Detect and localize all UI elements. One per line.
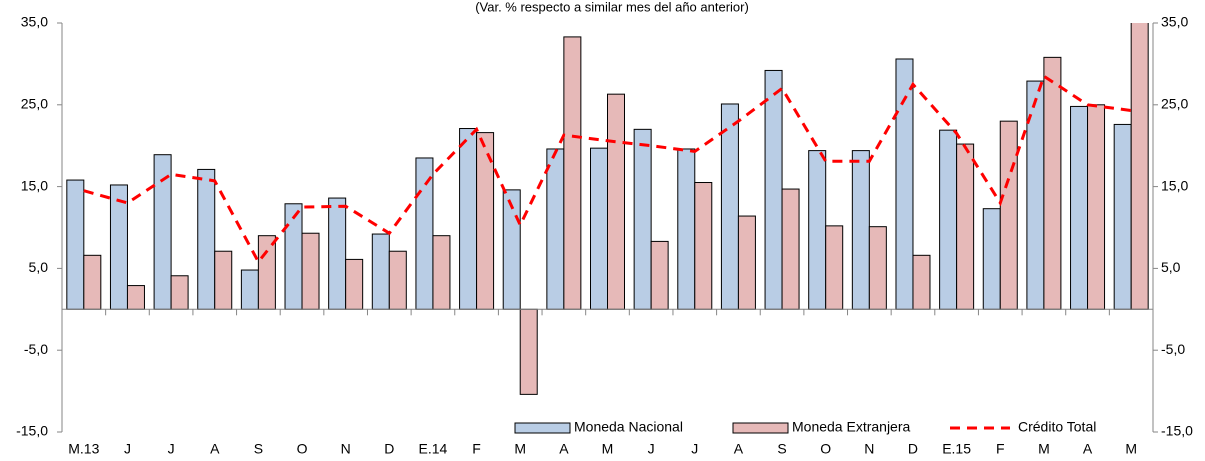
y2-tick-label: 5,0 <box>1161 259 1181 275</box>
y-tick-label: 15,0 <box>21 177 48 193</box>
bar <box>66 179 85 310</box>
bar <box>546 148 565 310</box>
line <box>83 73 1132 265</box>
x-tick-label: N <box>341 441 351 457</box>
bar <box>519 308 538 395</box>
x-tick-label: E.14 <box>419 441 448 457</box>
bar <box>301 232 320 310</box>
x-tick-label: M <box>602 441 614 457</box>
x-tick-label: A <box>559 441 569 457</box>
bar <box>694 182 713 310</box>
x-tick-label: N <box>864 441 874 457</box>
bar <box>825 225 844 310</box>
y2-tick-label: 25,0 <box>1161 96 1188 112</box>
x-tick-label: J <box>168 441 175 457</box>
bar <box>982 208 1001 310</box>
bar <box>1070 105 1089 310</box>
x-tick-label: M.13 <box>68 441 99 457</box>
legend-label: Moneda Extranjera <box>792 419 911 435</box>
x-tick-label: A <box>734 441 744 457</box>
legend-label: Crédito Total <box>1018 419 1096 435</box>
y2-tick-label: -15,0 <box>1161 423 1193 439</box>
bar <box>720 103 739 310</box>
x-tick-label: E.15 <box>942 441 971 457</box>
bar <box>808 150 827 310</box>
y2-tick-label: 35,0 <box>1161 14 1188 30</box>
x-tick-label: J <box>691 441 698 457</box>
bar <box>284 203 303 310</box>
x-tick-label: A <box>210 441 220 457</box>
bar <box>240 269 259 310</box>
bar <box>677 148 696 310</box>
bar <box>939 129 958 310</box>
x-tick-label: J <box>648 441 655 457</box>
bar <box>851 150 870 310</box>
y-tick-label: -5,0 <box>24 341 48 357</box>
bar <box>371 233 390 310</box>
legend-swatch <box>732 422 789 434</box>
y2-tick-label: -5,0 <box>1161 341 1185 357</box>
bar <box>956 143 975 310</box>
bar <box>214 250 233 310</box>
legend-swatch <box>514 422 571 434</box>
bar <box>912 254 931 310</box>
bar <box>415 157 434 310</box>
x-tick-label: F <box>472 441 481 457</box>
x-tick-label: J <box>124 441 131 457</box>
x-tick-label: F <box>996 441 1005 457</box>
bar <box>563 36 582 310</box>
x-tick-label: S <box>254 441 263 457</box>
bar <box>388 250 407 310</box>
bar <box>999 120 1018 310</box>
x-tick-label: O <box>820 441 831 457</box>
legend-label: Moneda Nacional <box>574 419 683 435</box>
bar <box>737 215 756 310</box>
bar <box>197 168 216 310</box>
y-tick-label: 5,0 <box>29 259 49 275</box>
x-tick-label: D <box>908 441 918 457</box>
bar <box>1087 104 1106 310</box>
x-tick-label: D <box>384 441 394 457</box>
plot-area <box>66 23 1149 395</box>
bar <box>345 258 364 310</box>
x-tick-label: M <box>514 441 526 457</box>
bar <box>1043 56 1062 310</box>
y-tick-label: -15,0 <box>16 423 48 439</box>
x-tick-label: M <box>1038 441 1050 457</box>
bar <box>1113 123 1132 310</box>
bar <box>432 235 451 310</box>
x-tick-label: M <box>1125 441 1137 457</box>
bar <box>328 197 347 310</box>
y-tick-label: 25,0 <box>21 96 48 112</box>
y-tick-label: 35,0 <box>21 14 48 30</box>
bar <box>607 93 625 310</box>
bar <box>868 226 887 310</box>
x-tick-label: S <box>777 441 786 457</box>
bar <box>1130 23 1149 310</box>
bar <box>781 188 800 310</box>
x-tick-label: A <box>1083 441 1093 457</box>
bar <box>153 154 172 310</box>
y2-tick-label: 15,0 <box>1161 177 1188 193</box>
chart-title: (Var. % respecto a similar mes del año a… <box>475 0 749 14</box>
bar <box>170 275 189 310</box>
bar <box>257 235 276 310</box>
bar <box>83 254 102 310</box>
x-tick-label: O <box>297 441 308 457</box>
bar <box>633 128 652 310</box>
bar <box>650 240 669 310</box>
bar <box>590 147 608 310</box>
bar <box>764 69 783 310</box>
bar <box>126 285 145 310</box>
bar <box>459 128 478 310</box>
